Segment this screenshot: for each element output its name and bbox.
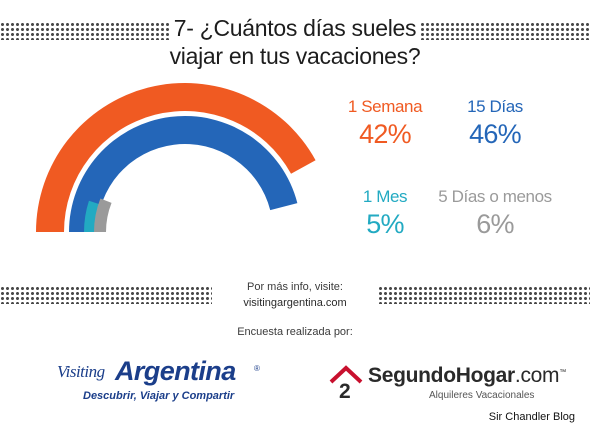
segundo-hogar-logo: 2 SegundoHogar.com™ Alquileres Vacaciona… bbox=[327, 360, 566, 405]
trademark-mark: ™ bbox=[559, 369, 566, 376]
logo-tagline: Descubrir, Viajar y Compartir bbox=[83, 390, 235, 402]
house-icon: 2 bbox=[329, 365, 363, 402]
stat-1-mes: 1 Mes 5% bbox=[340, 186, 430, 240]
info-url-link[interactable]: visitingargentina.com bbox=[243, 297, 347, 309]
value-label-15-dias: 46% bbox=[469, 119, 521, 149]
registered-mark: ® bbox=[254, 364, 260, 373]
stat-1-semana: 1 Semana 42% bbox=[340, 96, 430, 150]
value-label-1-semana: 42% bbox=[359, 119, 411, 149]
info-visit-text: Por más info, visite: bbox=[247, 281, 343, 293]
logo-word-argentina: Argentina bbox=[115, 356, 236, 386]
dotted-band-top-right bbox=[420, 22, 590, 40]
segundohogar-wordmark: SegundoHogar.com™ bbox=[368, 364, 566, 388]
value-label-1-mes: 5% bbox=[366, 209, 404, 239]
visiting-argentina-logo: Visiting Argentina ® Descubrir, Viajar y… bbox=[55, 356, 270, 408]
house-icon-digit: 2 bbox=[339, 380, 351, 402]
series-label-15-dias: 15 Días bbox=[467, 97, 523, 116]
series-label-1-mes: 1 Mes bbox=[362, 187, 408, 206]
wordmark-domain: .com bbox=[514, 364, 560, 387]
dotted-band-mid-right bbox=[378, 286, 590, 304]
arc-5-días-o-menos bbox=[94, 198, 112, 232]
series-label-5-dias: 5 Días o menos bbox=[438, 187, 552, 206]
stat-5-dias: 5 Días o menos 6% bbox=[430, 186, 560, 240]
arc-1-semana bbox=[36, 82, 316, 233]
arc-15-días bbox=[69, 116, 298, 232]
value-label-5-dias: 6% bbox=[476, 209, 514, 239]
wordmark-bold: SegundoHogar bbox=[368, 364, 515, 387]
segundohogar-subtitle: Alquileres Vacacionales bbox=[429, 390, 535, 401]
dotted-band-mid-left bbox=[0, 286, 212, 304]
series-label-1-semana: 1 Semana bbox=[347, 97, 423, 116]
chart-title: 7- ¿Cuántos días sueles viajar en tus va… bbox=[0, 14, 590, 70]
credit-text: Sir Chandler Blog bbox=[488, 411, 575, 423]
dotted-band-top-left bbox=[0, 22, 170, 40]
chart-title-line1: 7- ¿Cuántos días sueles bbox=[173, 15, 417, 41]
survey-text: Encuesta realizada por: bbox=[237, 326, 353, 338]
chart-title-line2: viajar en tus vacaciones? bbox=[169, 43, 421, 69]
logo-word-visiting: Visiting bbox=[57, 362, 105, 381]
stat-15-dias: 15 Días 46% bbox=[450, 96, 540, 150]
